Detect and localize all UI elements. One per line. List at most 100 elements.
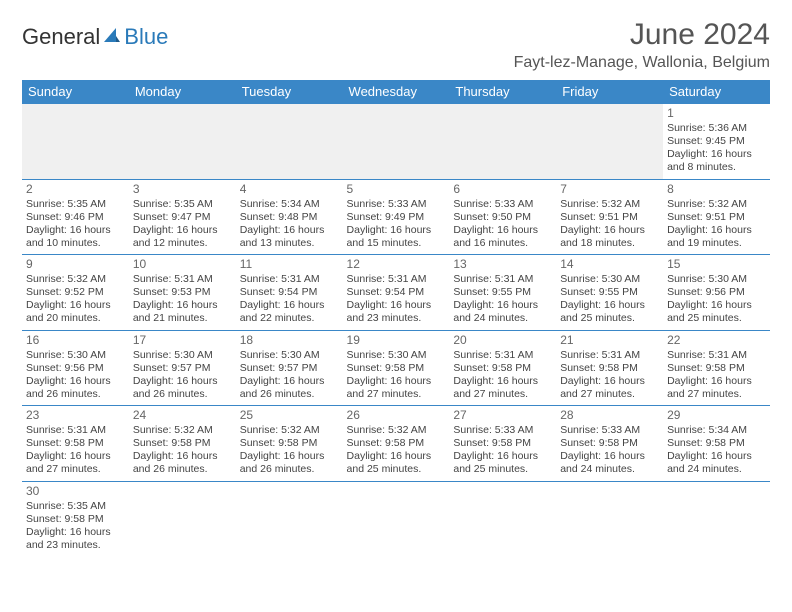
daylight-line: Daylight: 16 hours and 26 minutes. [26,375,125,401]
calendar-cell: 24Sunrise: 5:32 AMSunset: 9:58 PMDayligh… [129,406,236,482]
sunset-line: Sunset: 9:58 PM [133,437,232,450]
daylight-line: Daylight: 16 hours and 27 minutes. [667,375,766,401]
calendar-cell: 8Sunrise: 5:32 AMSunset: 9:51 PMDaylight… [663,179,770,255]
sunset-line: Sunset: 9:58 PM [667,437,766,450]
sunrise-line: Sunrise: 5:33 AM [347,198,446,211]
sunrise-line: Sunrise: 5:30 AM [667,273,766,286]
calendar-cell: 29Sunrise: 5:34 AMSunset: 9:58 PMDayligh… [663,406,770,482]
title-block: June 2024 Fayt-lez-Manage, Wallonia, Bel… [514,18,770,72]
sunrise-line: Sunrise: 5:31 AM [667,349,766,362]
logo-text-blue: Blue [124,24,168,50]
calendar-cell: 9Sunrise: 5:32 AMSunset: 9:52 PMDaylight… [22,255,129,331]
daylight-line: Daylight: 16 hours and 27 minutes. [26,450,125,476]
day-number: 3 [133,182,232,197]
blank-cell [236,104,343,180]
calendar-cell: 10Sunrise: 5:31 AMSunset: 9:53 PMDayligh… [129,255,236,331]
calendar-cell: 28Sunrise: 5:33 AMSunset: 9:58 PMDayligh… [556,406,663,482]
page-title: June 2024 [514,18,770,52]
sunset-line: Sunset: 9:58 PM [347,437,446,450]
sunset-line: Sunset: 9:58 PM [560,362,659,375]
calendar-cell: 6Sunrise: 5:33 AMSunset: 9:50 PMDaylight… [449,179,556,255]
sunrise-line: Sunrise: 5:31 AM [347,273,446,286]
daylight-line: Daylight: 16 hours and 26 minutes. [240,375,339,401]
day-number: 17 [133,333,232,348]
day-number: 13 [453,257,552,272]
location-label: Fayt-lez-Manage, Wallonia, Belgium [514,54,770,72]
sunset-line: Sunset: 9:54 PM [240,286,339,299]
calendar-cell: 19Sunrise: 5:30 AMSunset: 9:58 PMDayligh… [343,330,450,406]
sunrise-line: Sunrise: 5:31 AM [240,273,339,286]
day-number: 19 [347,333,446,348]
sunrise-line: Sunrise: 5:32 AM [133,424,232,437]
calendar-cell: 5Sunrise: 5:33 AMSunset: 9:49 PMDaylight… [343,179,450,255]
sunset-line: Sunset: 9:58 PM [347,362,446,375]
blank-cell [129,481,236,556]
logo-text-general: General [22,24,100,50]
daylight-line: Daylight: 16 hours and 8 minutes. [667,148,766,174]
sunset-line: Sunset: 9:56 PM [667,286,766,299]
daylight-line: Daylight: 16 hours and 25 minutes. [453,450,552,476]
sunset-line: Sunset: 9:58 PM [453,362,552,375]
day-number: 20 [453,333,552,348]
sunset-line: Sunset: 9:52 PM [26,286,125,299]
day-header: Saturday [663,80,770,104]
day-number: 2 [26,182,125,197]
calendar-cell: 13Sunrise: 5:31 AMSunset: 9:55 PMDayligh… [449,255,556,331]
daylight-line: Daylight: 16 hours and 24 minutes. [453,299,552,325]
calendar-row: 30Sunrise: 5:35 AMSunset: 9:58 PMDayligh… [22,481,770,556]
blank-cell [449,481,556,556]
day-number: 24 [133,408,232,423]
day-header: Sunday [22,80,129,104]
calendar-row: 2Sunrise: 5:35 AMSunset: 9:46 PMDaylight… [22,179,770,255]
sunset-line: Sunset: 9:55 PM [453,286,552,299]
daylight-line: Daylight: 16 hours and 25 minutes. [347,450,446,476]
day-number: 30 [26,484,125,499]
header: General Blue June 2024 Fayt-lez-Manage, … [22,18,770,72]
day-number: 5 [347,182,446,197]
daylight-line: Daylight: 16 hours and 16 minutes. [453,224,552,250]
daylight-line: Daylight: 16 hours and 18 minutes. [560,224,659,250]
sunset-line: Sunset: 9:58 PM [560,437,659,450]
blank-cell [663,481,770,556]
sunrise-line: Sunrise: 5:33 AM [560,424,659,437]
sunset-line: Sunset: 9:58 PM [240,437,339,450]
calendar-cell: 15Sunrise: 5:30 AMSunset: 9:56 PMDayligh… [663,255,770,331]
blank-cell [449,104,556,180]
sunrise-line: Sunrise: 5:31 AM [453,349,552,362]
daylight-line: Daylight: 16 hours and 23 minutes. [26,526,125,552]
daylight-line: Daylight: 16 hours and 27 minutes. [453,375,552,401]
calendar-cell: 17Sunrise: 5:30 AMSunset: 9:57 PMDayligh… [129,330,236,406]
sunrise-line: Sunrise: 5:32 AM [26,273,125,286]
day-number: 16 [26,333,125,348]
sunset-line: Sunset: 9:57 PM [240,362,339,375]
calendar-cell: 16Sunrise: 5:30 AMSunset: 9:56 PMDayligh… [22,330,129,406]
day-number: 15 [667,257,766,272]
day-header: Monday [129,80,236,104]
day-header: Friday [556,80,663,104]
sunrise-line: Sunrise: 5:31 AM [133,273,232,286]
blank-cell [22,104,129,180]
day-number: 29 [667,408,766,423]
sunset-line: Sunset: 9:58 PM [26,437,125,450]
daylight-line: Daylight: 16 hours and 22 minutes. [240,299,339,325]
calendar-cell: 14Sunrise: 5:30 AMSunset: 9:55 PMDayligh… [556,255,663,331]
day-number: 14 [560,257,659,272]
logo: General Blue [22,24,168,50]
sunset-line: Sunset: 9:47 PM [133,211,232,224]
day-header: Thursday [449,80,556,104]
calendar-cell: 3Sunrise: 5:35 AMSunset: 9:47 PMDaylight… [129,179,236,255]
day-number: 22 [667,333,766,348]
calendar-cell: 18Sunrise: 5:30 AMSunset: 9:57 PMDayligh… [236,330,343,406]
calendar-cell: 30Sunrise: 5:35 AMSunset: 9:58 PMDayligh… [22,481,129,556]
day-header-row: SundayMondayTuesdayWednesdayThursdayFrid… [22,80,770,104]
blank-cell [556,104,663,180]
daylight-line: Daylight: 16 hours and 27 minutes. [347,375,446,401]
blank-cell [556,481,663,556]
daylight-line: Daylight: 16 hours and 26 minutes. [133,450,232,476]
sunset-line: Sunset: 9:56 PM [26,362,125,375]
daylight-line: Daylight: 16 hours and 26 minutes. [133,375,232,401]
sunset-line: Sunset: 9:58 PM [667,362,766,375]
calendar-cell: 7Sunrise: 5:32 AMSunset: 9:51 PMDaylight… [556,179,663,255]
daylight-line: Daylight: 16 hours and 15 minutes. [347,224,446,250]
day-number: 28 [560,408,659,423]
